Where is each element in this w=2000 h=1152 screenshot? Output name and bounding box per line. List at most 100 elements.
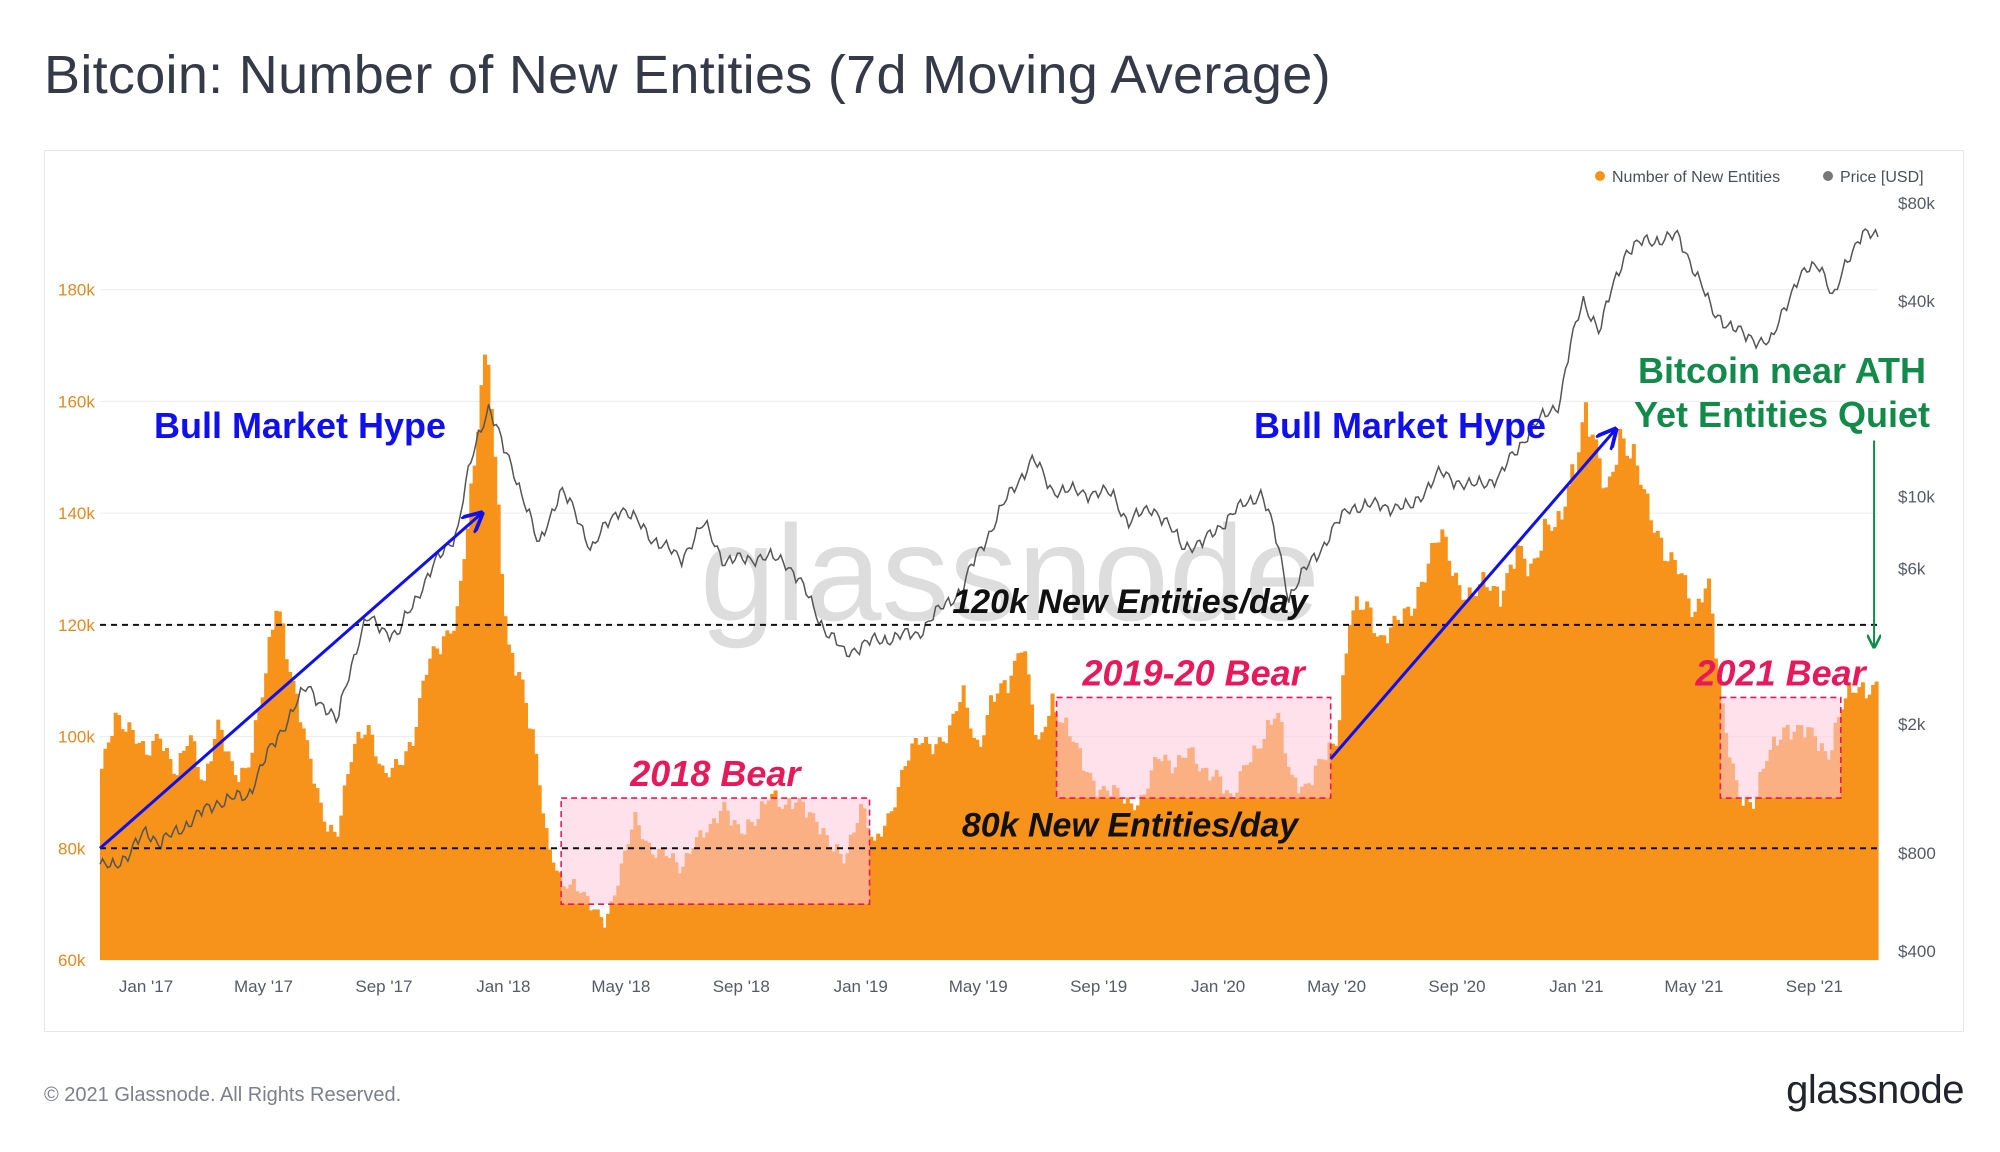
entity-bar	[209, 761, 214, 960]
entity-bar	[985, 714, 990, 960]
entity-bar	[229, 761, 234, 960]
entity-bar	[1795, 724, 1800, 960]
entity-bar	[1371, 633, 1376, 960]
entity-bar	[879, 836, 884, 960]
entity-bar	[1207, 780, 1212, 960]
entity-bar	[1300, 786, 1305, 960]
y-right-tick-2k: $2k	[1898, 715, 1926, 734]
entity-bar	[397, 764, 402, 960]
bull-arrow-2	[1329, 429, 1616, 760]
entity-bar	[1406, 606, 1411, 960]
legend-item-2[interactable]: Price [USD]	[1840, 169, 1924, 186]
entity-bar	[1190, 747, 1195, 960]
entity-bar	[1587, 436, 1592, 960]
entity-bar	[1440, 529, 1445, 960]
entity-bar	[1163, 754, 1168, 960]
entity-bar	[1611, 471, 1616, 960]
entity-bar	[1672, 559, 1677, 960]
entity-bar	[1471, 595, 1476, 960]
entity-bar	[1488, 590, 1493, 960]
entity-bar	[1737, 798, 1742, 960]
entity-bar	[992, 701, 997, 960]
entity-bar	[1317, 759, 1322, 960]
entity-bar	[1378, 635, 1383, 960]
legend-item-1[interactable]: Number of New Entities	[1612, 169, 1780, 186]
entity-bar	[288, 672, 293, 960]
entity-bar	[151, 740, 156, 960]
entity-bar	[841, 863, 846, 960]
entity-bar	[1443, 536, 1448, 960]
entity-bar	[876, 833, 881, 960]
price-line	[99, 228, 1879, 869]
entity-bar	[1077, 748, 1082, 960]
bear-label-2019-20-bear: 2019-20 Bear	[1082, 652, 1307, 693]
entity-bar	[1238, 771, 1243, 960]
entity-bar	[958, 702, 963, 960]
entity-bar	[1457, 585, 1462, 960]
entity-bar	[1501, 590, 1506, 960]
entity-bar	[1556, 511, 1561, 960]
entity-bar	[137, 742, 142, 960]
entity-bar	[1799, 725, 1804, 960]
entity-bar	[370, 734, 375, 960]
entity-bar	[1867, 694, 1872, 960]
entity-bar	[1105, 790, 1110, 960]
entity-bar	[1385, 643, 1390, 960]
entity-bar	[452, 630, 457, 960]
y-left-tick-160k: 160k	[58, 392, 95, 411]
entity-bar	[1060, 722, 1065, 960]
entity-bar	[1748, 802, 1753, 960]
entity-bar	[1515, 545, 1520, 960]
entity-bar	[161, 751, 166, 960]
entity-bar	[1016, 653, 1021, 960]
entity-bar	[257, 709, 262, 960]
entity-bar	[305, 740, 310, 960]
entity-bar	[264, 673, 269, 960]
entity-bar	[294, 693, 299, 960]
entity-bar	[1854, 692, 1859, 960]
entity-bar	[1129, 803, 1134, 960]
entity-bar	[171, 773, 176, 960]
entity-bar	[465, 528, 470, 960]
entity-bar	[1115, 787, 1120, 960]
entity-bar	[1652, 532, 1657, 960]
entity-bar	[178, 753, 183, 960]
entity-bar	[482, 354, 487, 960]
entity-bar	[900, 769, 905, 960]
entity-bar	[1286, 766, 1291, 960]
quiet-label-line-2: Yet Entities Quiet	[1634, 394, 1930, 435]
entity-bar	[1310, 785, 1315, 960]
entity-bar	[1484, 587, 1489, 960]
entity-bar	[1717, 680, 1722, 960]
entity-bar	[1108, 796, 1113, 960]
page-title: Bitcoin: Number of New Entities (7d Movi…	[44, 45, 1331, 105]
entity-bar	[1026, 674, 1031, 960]
entity-bar	[411, 745, 416, 960]
entity-bar	[1416, 586, 1421, 960]
x-tick-May-19: May '19	[949, 977, 1008, 996]
entity-bar	[1751, 808, 1756, 960]
entity-bar	[164, 748, 169, 960]
entity-bar	[961, 685, 966, 960]
legend[interactable]: Number of New Entities Price [USD]	[1595, 169, 1924, 186]
y-right-tick-6k: $6k	[1898, 560, 1926, 579]
entity-bar	[609, 901, 614, 960]
entity-bar	[886, 813, 891, 960]
entity-bar	[1030, 704, 1035, 960]
entity-bar	[510, 652, 515, 960]
entity-bar	[612, 895, 617, 960]
entity-bar	[1419, 581, 1424, 960]
entity-bar	[1235, 792, 1240, 960]
entity-bar	[1012, 660, 1017, 960]
entity-bar	[1850, 692, 1855, 960]
entity-bar	[1214, 769, 1219, 960]
x-tick-Sep-17: Sep '17	[355, 977, 412, 996]
entity-bar	[192, 741, 197, 960]
entity-bar	[486, 364, 491, 960]
entity-bar	[1074, 742, 1079, 960]
entity-bar	[1460, 600, 1465, 960]
brand-logo[interactable]: glassnode	[1786, 1068, 1964, 1112]
entity-bar	[199, 779, 204, 960]
entity-bar	[281, 623, 286, 960]
